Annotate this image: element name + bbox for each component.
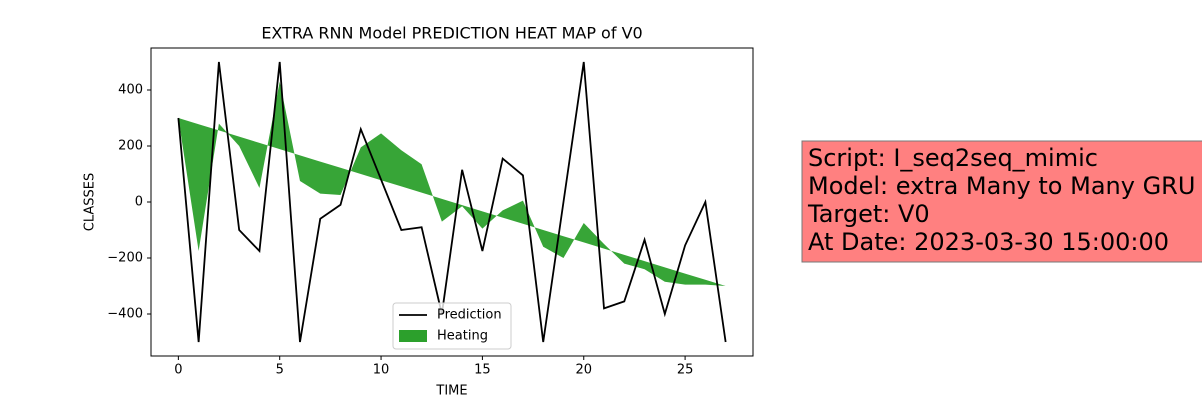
x-tick-label: 10 — [373, 363, 390, 378]
y-tick-label: 400 — [118, 83, 143, 98]
x-axis-label: TIME — [435, 384, 467, 399]
x-tick-label: 15 — [474, 363, 491, 378]
y-tick-label: 200 — [118, 139, 143, 154]
x-tick-label: 0 — [174, 363, 182, 378]
annotation-box — [801, 140, 1202, 263]
y-axis-label: CLASSES — [83, 173, 98, 231]
prediction-line — [177, 61, 727, 343]
y-tick-label: −200 — [107, 251, 143, 266]
x-tick-label: 20 — [575, 363, 592, 378]
chart-title: EXTRA RNN Model PREDICTION HEAT MAP of V… — [261, 24, 642, 43]
y-tick-label: −400 — [107, 307, 143, 322]
legend-label: Heating — [437, 329, 488, 344]
x-tick-label: 25 — [677, 363, 694, 378]
annotation-line: Model: extra Many to Many GRU — [808, 172, 1195, 200]
x-tick-label: 5 — [276, 363, 284, 378]
annotation-line: Script: I_seq2seq_mimic — [808, 144, 1098, 172]
annotation-line: At Date: 2023-03-30 15:00:00 — [808, 228, 1169, 256]
y-tick-label: 0 — [135, 195, 143, 210]
legend-label: Prediction — [437, 308, 502, 323]
legend-swatch — [399, 330, 427, 342]
heating-area — [178, 81, 726, 286]
annotation-line: Target: V0 — [807, 200, 930, 228]
